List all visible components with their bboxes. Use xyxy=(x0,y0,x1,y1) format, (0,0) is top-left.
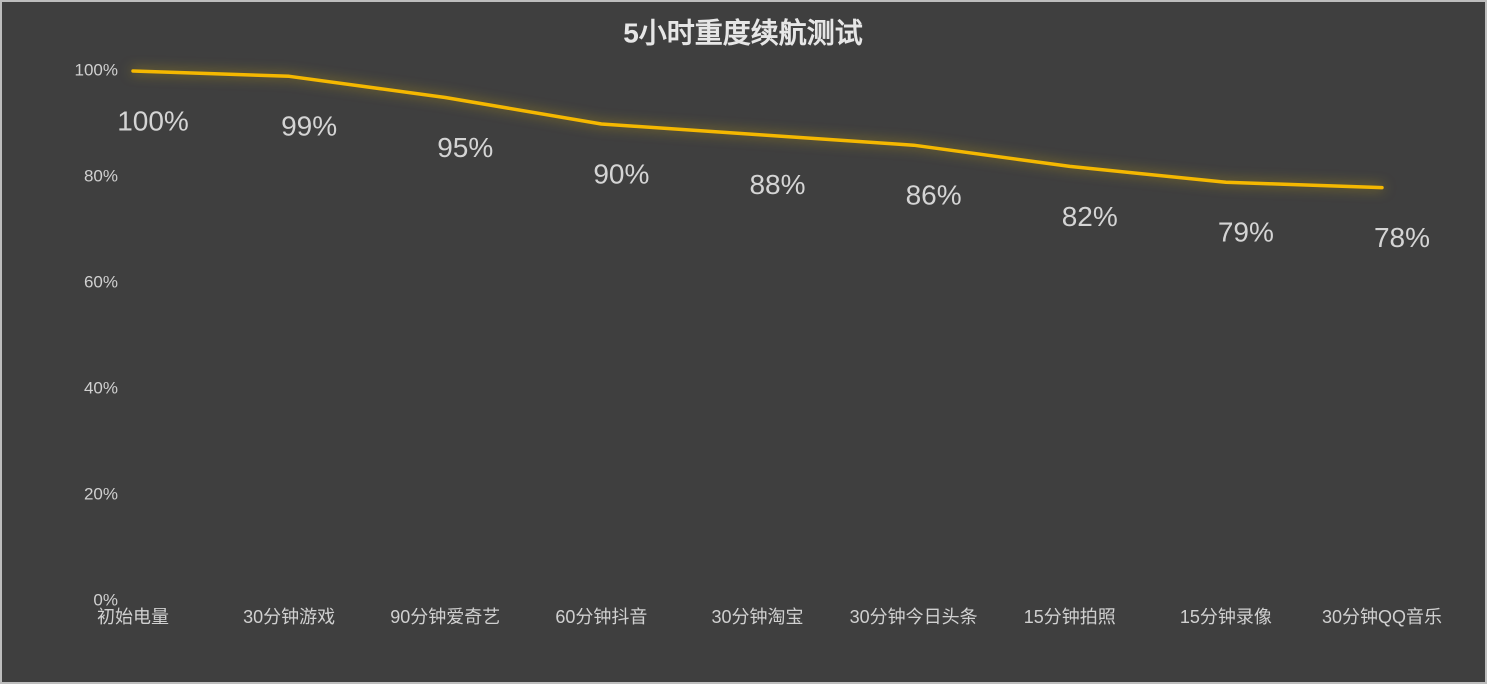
data-label: 90% xyxy=(593,158,649,189)
x-tick-label: 90分钟爱奇艺 xyxy=(390,607,500,627)
x-tick-label: 初始电量 xyxy=(97,607,169,627)
data-label: 99% xyxy=(281,111,337,142)
data-label: 100% xyxy=(117,105,189,136)
x-tick-label: 15分钟拍照 xyxy=(1024,607,1116,627)
data-label: 78% xyxy=(1374,222,1430,253)
x-tick-label: 30分钟淘宝 xyxy=(711,607,803,627)
x-tick-label: 30分钟游戏 xyxy=(243,607,335,627)
x-tick-label: 15分钟录像 xyxy=(1180,607,1272,627)
data-label: 88% xyxy=(749,169,805,200)
y-tick-label: 100% xyxy=(75,60,118,79)
line xyxy=(131,69,1384,190)
data-label: 86% xyxy=(906,180,962,211)
x-tick-label: 60分钟抖音 xyxy=(555,607,647,627)
chart-title: 5小时重度续航测试 xyxy=(623,16,863,48)
x-tick-label: 30分钟今日头条 xyxy=(850,607,978,627)
y-tick-label: 40% xyxy=(84,378,118,397)
data-label: 79% xyxy=(1218,217,1274,248)
data-label: 95% xyxy=(437,132,493,163)
y-tick-label: 80% xyxy=(84,166,118,185)
y-tick-label: 60% xyxy=(84,272,118,291)
y-tick-label: 20% xyxy=(84,484,118,503)
y-tick-label: 0% xyxy=(93,590,118,609)
x-tick-label: 30分钟QQ音乐 xyxy=(1322,607,1442,627)
data-label: 82% xyxy=(1062,201,1118,232)
